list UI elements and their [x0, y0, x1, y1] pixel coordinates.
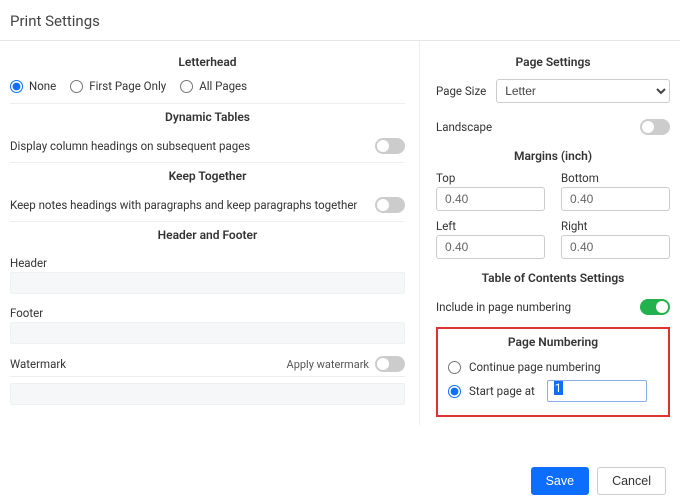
right-column: Page Settings Page Size Letter Landscape…	[420, 41, 670, 425]
header-footer-title: Header and Footer	[10, 222, 405, 250]
margin-bottom-input[interactable]	[561, 187, 670, 211]
continue-numbering-label: Continue page numbering	[469, 360, 601, 374]
letterhead-first-radio[interactable]	[70, 80, 83, 93]
toc-toggle[interactable]	[640, 299, 670, 315]
page-numbering-highlight: Page Numbering Continue page numbering S…	[436, 327, 670, 417]
apply-watermark-toggle[interactable]	[375, 356, 405, 372]
footer-input[interactable]	[10, 322, 405, 344]
letterhead-first-label: First Page Only	[89, 79, 166, 93]
dynamic-tables-toggle[interactable]	[375, 138, 405, 154]
footer-label: Footer	[10, 294, 405, 322]
continue-numbering-radio[interactable]	[448, 361, 461, 374]
start-page-radio[interactable]	[448, 385, 461, 398]
watermark-input[interactable]	[10, 383, 405, 405]
toc-title: Table of Contents Settings	[436, 265, 670, 293]
letterhead-all-radio[interactable]	[180, 80, 193, 93]
margin-top-label: Top	[436, 171, 545, 187]
letterhead-none-radio[interactable]	[10, 80, 23, 93]
margin-top-input[interactable]	[436, 187, 545, 211]
toc-label: Include in page numbering	[436, 300, 571, 314]
watermark-label: Watermark	[10, 357, 66, 371]
start-page-input[interactable]: 1	[547, 380, 647, 402]
margin-right-input[interactable]	[561, 235, 670, 259]
keep-together-title: Keep Together	[10, 163, 405, 191]
start-page-label: Start page at	[469, 384, 535, 398]
landscape-toggle[interactable]	[640, 119, 670, 135]
landscape-label: Landscape	[436, 120, 492, 134]
letterhead-all[interactable]: All Pages	[180, 79, 247, 93]
letterhead-none[interactable]: None	[10, 79, 56, 93]
page-settings-title: Page Settings	[436, 49, 670, 77]
margin-left-label: Left	[436, 219, 545, 235]
footer-buttons: Save Cancel	[531, 467, 666, 495]
keep-together-label: Keep notes headings with paragraphs and …	[10, 198, 357, 212]
header-input[interactable]	[10, 272, 405, 294]
apply-watermark-label: Apply watermark	[287, 358, 369, 371]
page-size-select[interactable]: Letter	[496, 79, 670, 103]
margins-title: Margins (inch)	[436, 143, 670, 171]
dynamic-tables-title: Dynamic Tables	[10, 104, 405, 132]
header-label: Header	[10, 250, 405, 272]
keep-together-toggle[interactable]	[375, 197, 405, 213]
letterhead-first[interactable]: First Page Only	[70, 79, 166, 93]
dynamic-tables-label: Display column headings on subsequent pa…	[10, 139, 250, 153]
letterhead-none-label: None	[29, 79, 56, 93]
start-page-value: 1	[554, 381, 563, 395]
cancel-button[interactable]: Cancel	[597, 467, 666, 495]
margin-left-input[interactable]	[436, 235, 545, 259]
page-numbering-title: Page Numbering	[448, 335, 658, 357]
page-size-label: Page Size	[436, 84, 486, 98]
margin-right-label: Right	[561, 219, 670, 235]
save-button[interactable]: Save	[531, 467, 590, 495]
left-column: Letterhead None First Page Only All Page…	[10, 41, 420, 425]
letterhead-options: None First Page Only All Pages	[10, 77, 405, 104]
letterhead-all-label: All Pages	[199, 79, 247, 93]
letterhead-title: Letterhead	[10, 49, 405, 77]
margin-bottom-label: Bottom	[561, 171, 670, 187]
page-title: Print Settings	[0, 0, 680, 41]
